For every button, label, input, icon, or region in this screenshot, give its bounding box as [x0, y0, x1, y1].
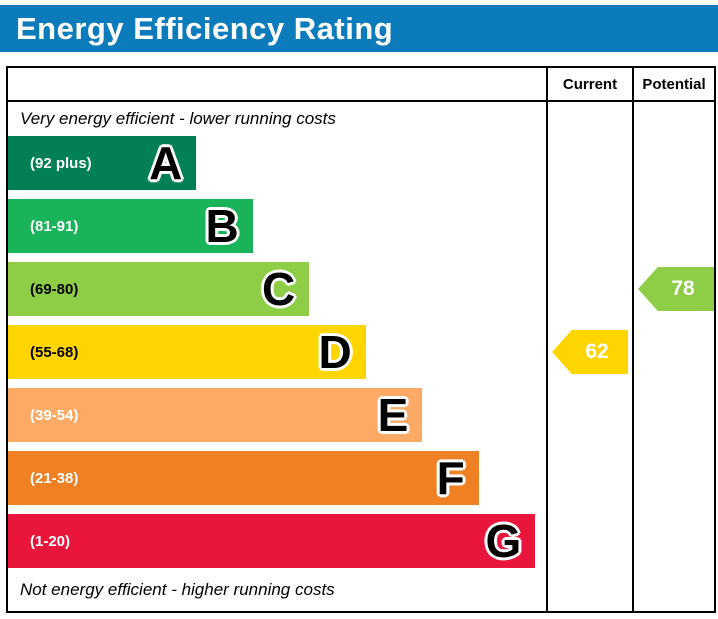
band-row-c: (69-80) C	[8, 262, 310, 316]
header-current-label: Current	[546, 68, 632, 102]
band-range: (92 plus)	[30, 154, 92, 172]
band-row-e: (39-54) E	[8, 388, 423, 442]
band-range: (21-38)	[30, 469, 79, 487]
band-range: (1-20)	[30, 532, 71, 550]
current-column: 62	[546, 102, 632, 611]
band-row-b: (81-91) B	[8, 199, 253, 253]
energy-efficiency-chart: Current Potential Very energy efficient …	[6, 66, 716, 613]
band-range: (81-91)	[30, 217, 79, 235]
potential-column: 78	[632, 102, 714, 611]
potential-value: 78	[671, 277, 695, 300]
title-bar: Energy Efficiency Rating	[0, 5, 718, 52]
band-letter: B	[205, 200, 239, 252]
bands: (92 plus) A (81-91) B (69-80) C (55-68) …	[8, 136, 546, 568]
caption-bottom: Not energy efficient - higher running co…	[20, 579, 335, 599]
band-row-f: (21-38) F	[8, 451, 479, 505]
header-potential-label: Potential	[632, 68, 714, 102]
current-value: 62	[585, 340, 609, 363]
bands-column: Very energy efficient - lower running co…	[8, 102, 546, 611]
band-letter: F	[436, 452, 465, 504]
band-range: (69-80)	[30, 280, 79, 298]
band-row-g: (1-20) G	[8, 514, 536, 568]
band-letter: E	[377, 389, 409, 441]
page-title: Energy Efficiency Rating	[16, 10, 394, 46]
band-range: (55-68)	[30, 343, 79, 361]
potential-arrow: 78	[638, 267, 714, 311]
band-letter: G	[485, 515, 522, 567]
band-row-d: (55-68) D	[8, 325, 366, 379]
band-row-a: (92 plus) A	[8, 136, 197, 190]
current-arrow: 62	[552, 330, 628, 374]
band-letter: A	[149, 137, 183, 189]
caption-top: Very energy efficient - lower running co…	[20, 109, 336, 128]
header-spacer	[8, 68, 546, 102]
band-letter: D	[318, 326, 352, 378]
band-range: (39-54)	[30, 406, 79, 424]
band-letter: C	[262, 263, 296, 315]
